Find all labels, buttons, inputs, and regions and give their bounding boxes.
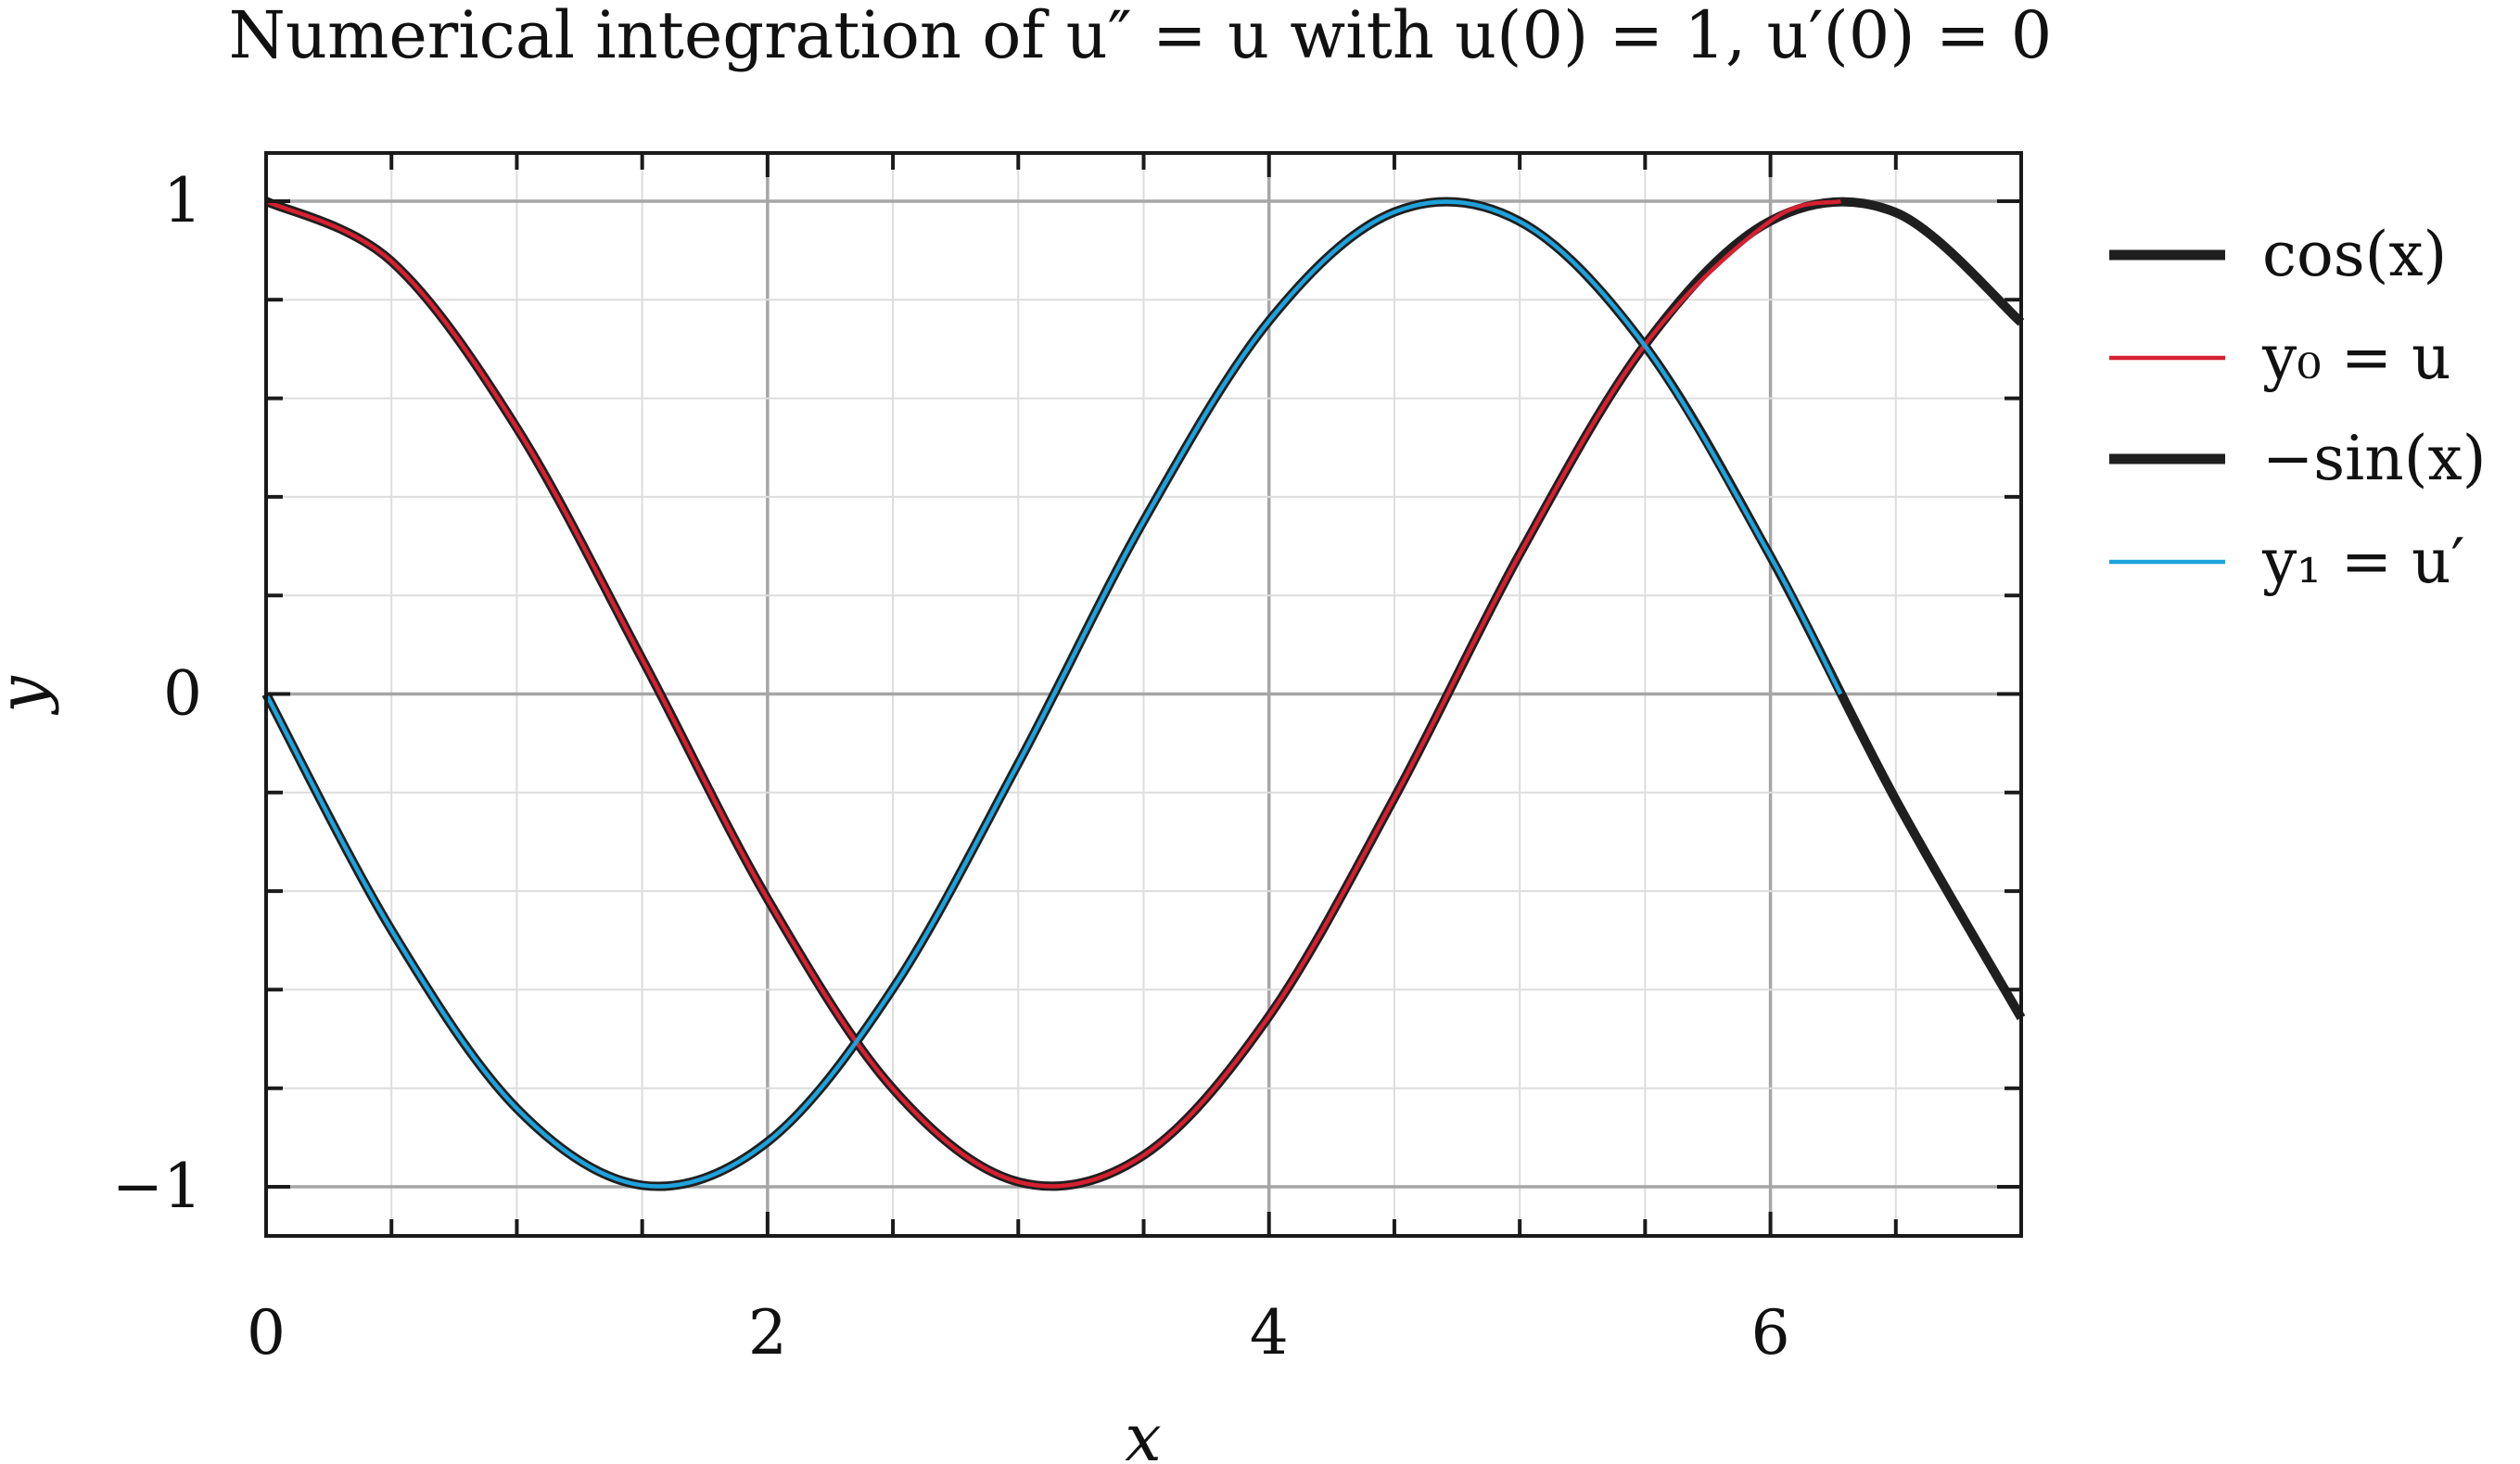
x-tick-label: 4 <box>1250 1297 1289 1369</box>
legend: cos(x) y₀ = u −sin(x) y₁ = u′ <box>2109 219 2487 597</box>
plot-series <box>261 197 2026 1191</box>
x-tick-label: 2 <box>748 1297 787 1369</box>
y-tick-label: −1 <box>112 1151 202 1222</box>
series-y1-u-prime <box>264 199 1843 1189</box>
axis-ticks <box>264 153 2023 1236</box>
legend-label: cos(x) <box>2262 219 2447 290</box>
x-axis-label: x <box>1125 1400 1161 1464</box>
legend-label: y₀ = u <box>2261 322 2451 393</box>
grid <box>264 153 2022 1236</box>
y-axis-label: y <box>0 675 60 716</box>
y-tick-label: 0 <box>163 658 202 730</box>
y-tick-label: 1 <box>163 165 202 236</box>
x-tick-label: 0 <box>247 1297 286 1369</box>
x-tick-label: 6 <box>1751 1297 1790 1369</box>
legend-label: −sin(x) <box>2262 423 2487 494</box>
series-y0-u <box>265 198 1841 1189</box>
chart-title: Numerical integration of u″ = u with u(0… <box>229 0 2053 73</box>
legend-label: y₁ = u′ <box>2261 526 2465 597</box>
tick-labels: 0 2 4 6 1 0 −1 <box>112 165 1790 1369</box>
